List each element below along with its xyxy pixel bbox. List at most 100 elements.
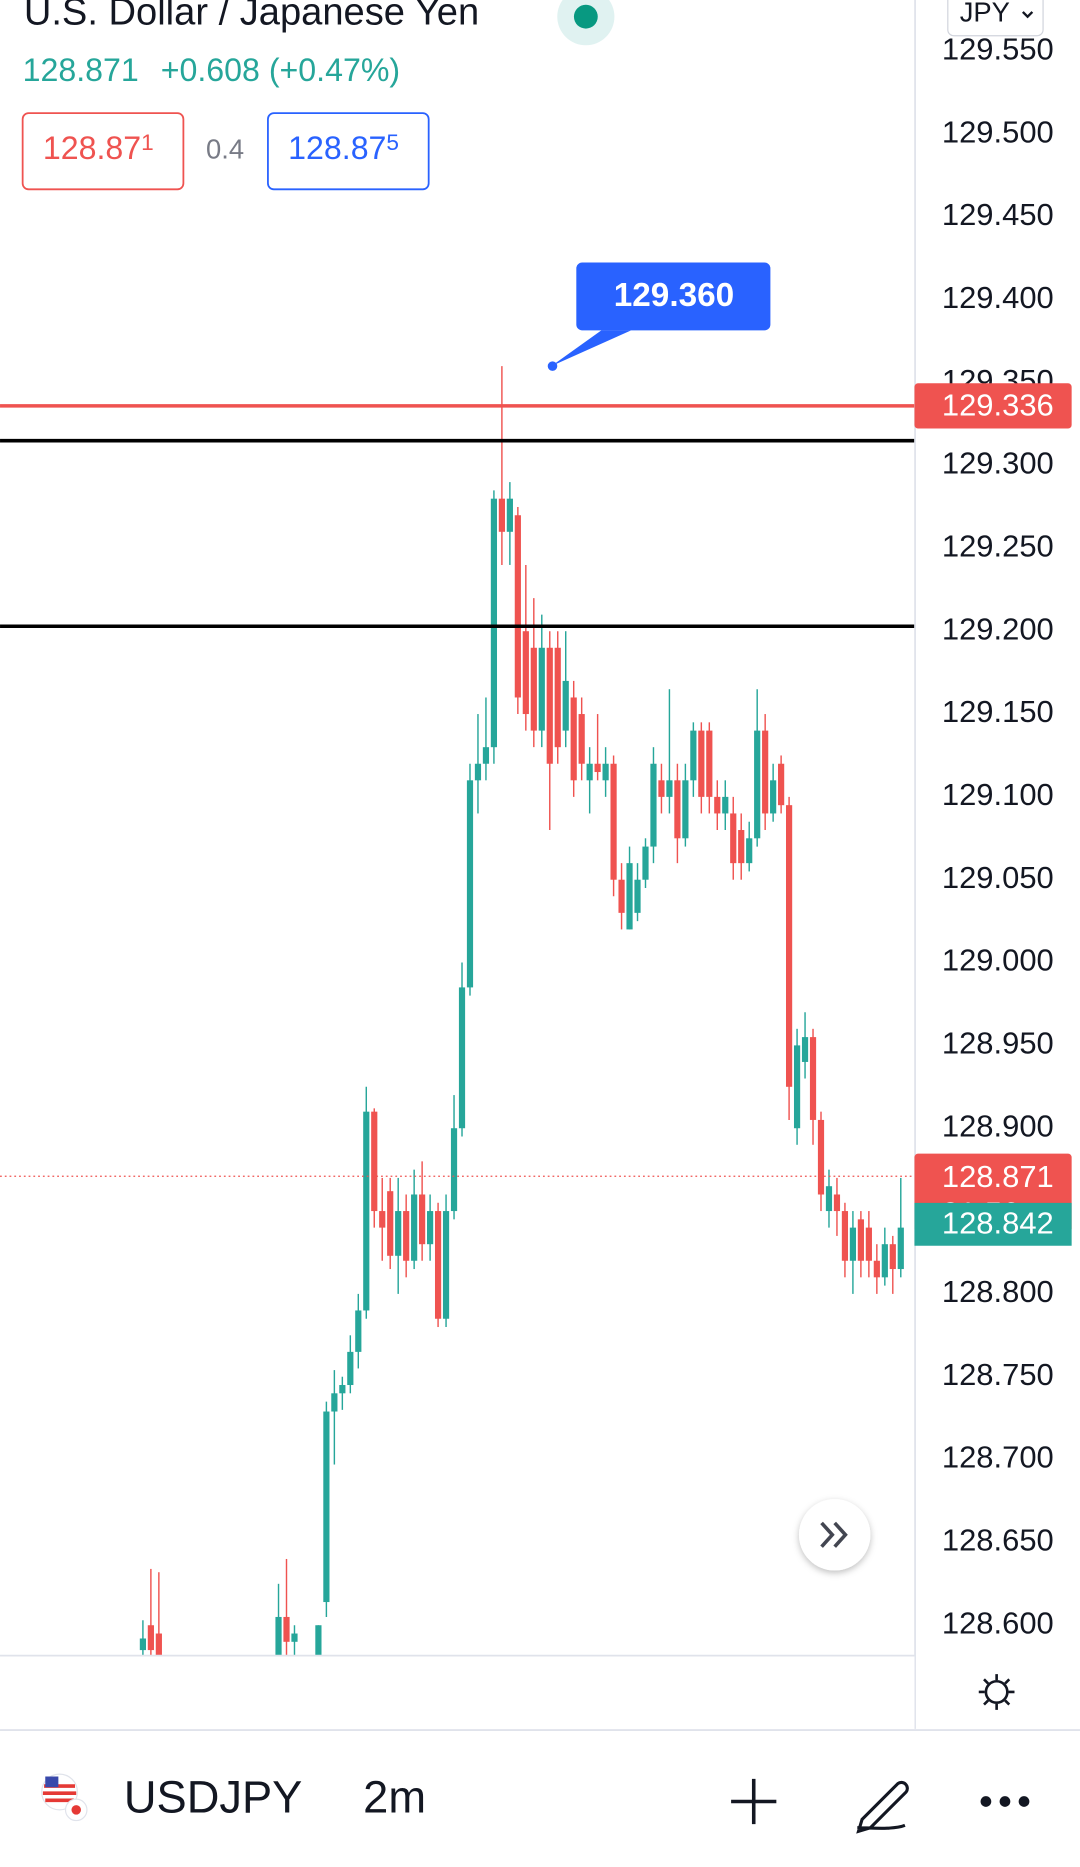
candle-body [155, 1633, 162, 1656]
candle-body [817, 1119, 825, 1195]
draw-icon[interactable] [856, 1780, 909, 1834]
last-price: 128.871 [23, 52, 139, 88]
bid-pip: 1 [141, 130, 154, 155]
market-status-dot [573, 4, 598, 29]
candle-body [666, 780, 673, 797]
candle-body [626, 863, 633, 930]
candle-body [387, 1191, 394, 1256]
more-icon[interactable] [980, 1796, 1030, 1807]
candle-body [682, 780, 689, 839]
y-tick-label: 129.000 [942, 943, 1054, 978]
candle-body [147, 1625, 154, 1651]
candle-body [530, 647, 537, 731]
candle-body [770, 780, 777, 814]
candle-body [873, 1260, 880, 1278]
candle-body [139, 1638, 147, 1651]
callout-label: 129.360 [614, 277, 734, 314]
y-tick-label: 129.500 [942, 114, 1054, 149]
candle-body [482, 747, 490, 764]
candle-body [450, 1128, 458, 1212]
candle-body [738, 830, 745, 864]
interval[interactable]: 2m [363, 1771, 426, 1822]
y-tick-label: 128.750 [942, 1357, 1054, 1392]
bid-main: 128.87 [43, 131, 141, 167]
candle-body [578, 714, 585, 764]
candle-body [674, 780, 681, 839]
candle-body [833, 1194, 841, 1212]
price-marker-label: 128.842 [942, 1206, 1054, 1241]
candle-body [706, 730, 713, 797]
ask-main: 128.87 [288, 131, 386, 167]
candle-body [602, 763, 609, 781]
symbol[interactable]: USDJPY [124, 1771, 302, 1822]
currency: JPY [960, 0, 1010, 28]
candle-body [714, 796, 721, 814]
candle-body [754, 730, 761, 839]
y-tick-label: 128.800 [942, 1274, 1054, 1309]
candle-body [506, 498, 513, 532]
currency-selector[interactable] [947, 0, 1044, 37]
price-label-bg [914, 383, 1072, 429]
candle-body [395, 1211, 402, 1256]
candle-body [897, 1227, 904, 1270]
y-tick-label: 128.900 [942, 1108, 1054, 1143]
y-tick-label: 128.700 [942, 1440, 1054, 1475]
candle-body [466, 780, 474, 988]
y-tick-label: 129.450 [942, 197, 1054, 232]
candle-body [371, 1111, 378, 1212]
chevron-icon [1021, 11, 1034, 19]
candle-body [634, 879, 641, 913]
candle-body [610, 763, 617, 880]
callout-pointer [551, 330, 632, 367]
price-axis: 128.600 128.650 128.700 128.750 128.800 128.8… [914, 32, 1072, 1640]
candle-body [865, 1227, 872, 1261]
bid-price: 128.871 [43, 130, 154, 167]
candle-body [825, 1186, 833, 1212]
buy-button[interactable] [267, 112, 430, 191]
candle-body [490, 498, 498, 748]
candle-body [562, 680, 569, 731]
ask-pip: 5 [386, 130, 399, 155]
candle-body [411, 1194, 418, 1261]
price-label: 129.336 [942, 387, 1054, 422]
candle-body [801, 1037, 809, 1062]
candle-body [809, 1037, 817, 1120]
y-tick-label: 129.400 [942, 280, 1054, 315]
candle-body [849, 1227, 857, 1261]
candle-body [419, 1194, 426, 1245]
candle-body [642, 846, 649, 880]
y-tick-label: 129.050 [942, 860, 1054, 895]
candle-body [762, 730, 769, 814]
price-marker-bg [914, 1202, 1072, 1246]
candle-body [339, 1385, 346, 1394]
candle-body [746, 838, 753, 864]
candle-body [331, 1393, 338, 1412]
candle-body [514, 515, 521, 698]
candle-body [474, 763, 482, 781]
add-icon[interactable] [731, 1778, 777, 1825]
scroll-to-realtime[interactable] [798, 1499, 871, 1571]
candle-body [283, 1616, 290, 1642]
y-tick-label: 129.100 [942, 777, 1054, 812]
price-change: +0.608 (+0.47%) [161, 52, 400, 88]
candle-body [594, 763, 601, 773]
candle-body [722, 796, 729, 814]
candle-body [586, 763, 593, 781]
candle-body [347, 1351, 354, 1386]
time-axis-panel [0, 1655, 915, 1729]
y-tick-label: 129.150 [942, 694, 1054, 729]
candle-body [793, 1045, 801, 1129]
candle-body [427, 1211, 434, 1245]
symbol-title: U.S. Dollar / Japanese Yen [24, 0, 479, 33]
candle-body [442, 1211, 450, 1319]
candle-body [498, 498, 505, 532]
sell-button[interactable] [21, 112, 185, 191]
callout-box [576, 262, 771, 331]
candle-body [291, 1633, 298, 1642]
settings-icon[interactable] [978, 1674, 1015, 1710]
y-tick-label: 129.200 [942, 611, 1054, 646]
candle-body [857, 1219, 864, 1261]
candle-body [538, 647, 545, 731]
